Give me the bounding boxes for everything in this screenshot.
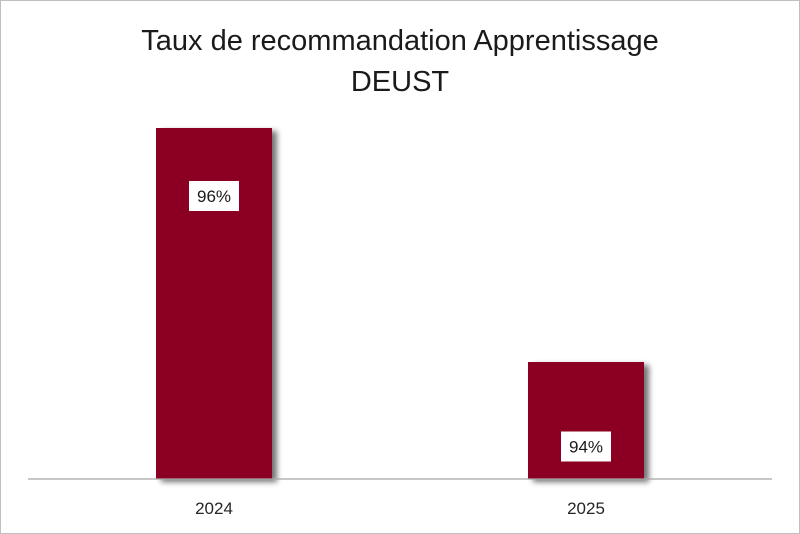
x-tick-label-2025: 2025 — [567, 499, 605, 518]
labels-layer: 96% 2024 94% 2025 — [189, 181, 611, 518]
bars-layer — [156, 128, 644, 479]
data-label-2024: 96% — [197, 187, 231, 206]
bar-2024 — [156, 128, 272, 479]
chart-title-line-2: DEUST — [350, 66, 450, 98]
data-label-box-2024 — [189, 181, 239, 211]
data-label-box-2025 — [561, 431, 611, 462]
x-tick-label-2024: 2024 — [195, 499, 233, 518]
data-label-2025: 94% — [569, 438, 603, 457]
chart-title-line-1: Taux de recommandation Apprentissage — [141, 25, 659, 57]
